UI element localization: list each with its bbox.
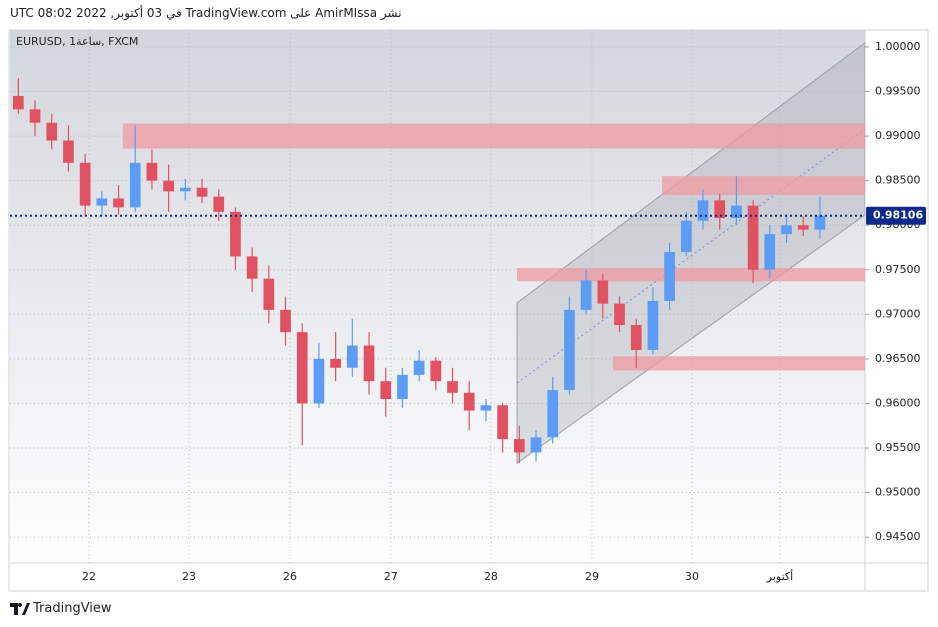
- zone: [613, 356, 865, 371]
- candle-body: [263, 278, 275, 310]
- candle-body: [764, 234, 776, 270]
- candle-body: [614, 303, 625, 326]
- last-price-box: [866, 206, 926, 225]
- candle-body: [714, 200, 726, 219]
- candle-body: [346, 345, 358, 368]
- y-tick-label: 1.00000: [875, 40, 921, 53]
- x-tick-label: 30: [685, 570, 699, 583]
- y-tick-label: 0.99500: [875, 85, 921, 98]
- candle-body: [313, 358, 325, 404]
- header: نشر AmirMIssa على TradingView.com في 03 …: [10, 6, 402, 20]
- y-tick-label: 0.97500: [875, 263, 921, 276]
- candle-body: [697, 200, 709, 221]
- plot: [10, 30, 865, 563]
- candle-body: [146, 162, 158, 181]
- candle-body: [547, 390, 559, 438]
- symbol-label: EURUSD, 1ساعة, FXCM: [16, 35, 138, 48]
- candle-body: [63, 140, 74, 163]
- candle-body: [280, 309, 291, 333]
- candle-body: [497, 405, 508, 440]
- candle-body: [397, 374, 408, 399]
- candle-body: [196, 187, 208, 197]
- zone: [122, 123, 865, 149]
- candle-body: [96, 198, 108, 206]
- candle-body: [513, 439, 525, 453]
- candle-body: [330, 358, 341, 368]
- candle-body: [664, 251, 675, 301]
- candle-body: [79, 162, 91, 206]
- x-tick-label: 28: [484, 570, 498, 583]
- y-tick-label: 0.97000: [875, 307, 921, 320]
- candle-body: [480, 405, 492, 411]
- candle-body: [129, 162, 141, 208]
- candle-body: [747, 205, 759, 270]
- candle-body: [814, 215, 826, 230]
- candle-body: [430, 360, 442, 382]
- candle-body: [647, 300, 659, 350]
- candle-body: [530, 437, 542, 453]
- candle-body: [580, 280, 592, 310]
- x-tick-label: 23: [182, 570, 196, 583]
- candle-body: [413, 360, 425, 375]
- candle-body: [113, 198, 124, 208]
- x-tick-label: أكتوبر: [766, 569, 793, 583]
- candle-body: [213, 196, 225, 212]
- chart: EURUSD, 1ساعة, FXCM 0.94500 0.95000 0.9550…: [8, 29, 929, 592]
- x-tick-label: 27: [384, 570, 398, 583]
- candle-body: [630, 325, 642, 350]
- last-price-label: 0.98106: [873, 209, 923, 222]
- y-tick-label: 0.98500: [875, 174, 921, 187]
- logo: [10, 603, 30, 615]
- candle-body: [797, 225, 809, 230]
- y-tick-label: 0.96000: [875, 396, 921, 409]
- footer-brand: TradingView: [33, 601, 112, 616]
- zone: [516, 267, 865, 282]
- candle-body: [680, 220, 692, 252]
- candle-body: [564, 309, 575, 391]
- x-tick-label: 22: [82, 570, 96, 583]
- candle-body: [296, 332, 308, 404]
- candle-body: [380, 381, 392, 399]
- candle-body: [447, 381, 458, 393]
- candle-body: [46, 122, 58, 141]
- candle-body: [163, 180, 174, 192]
- candle-body: [230, 211, 241, 257]
- y-tick-label: 0.94500: [875, 530, 921, 543]
- candle-body: [246, 256, 258, 279]
- candle-body: [29, 109, 41, 123]
- candle-body: [731, 205, 742, 219]
- x-tick-label: 26: [283, 570, 297, 583]
- y-tick-label: 0.95500: [875, 441, 921, 454]
- y-tick-label: 0.95000: [875, 486, 921, 499]
- y-tick-label: 0.96500: [875, 352, 921, 365]
- plot-bg: [10, 30, 865, 563]
- y-tick-label: 0.99000: [875, 129, 921, 142]
- x-tick-label: 29: [585, 570, 599, 583]
- candle-body: [597, 280, 609, 304]
- candle-body: [463, 392, 475, 411]
- channel-midline: [516, 128, 865, 384]
- candle-body: [781, 225, 792, 235]
- candle-body: [13, 95, 24, 110]
- candle-body: [363, 345, 375, 382]
- candle-body: [179, 187, 191, 192]
- zone: [662, 176, 865, 195]
